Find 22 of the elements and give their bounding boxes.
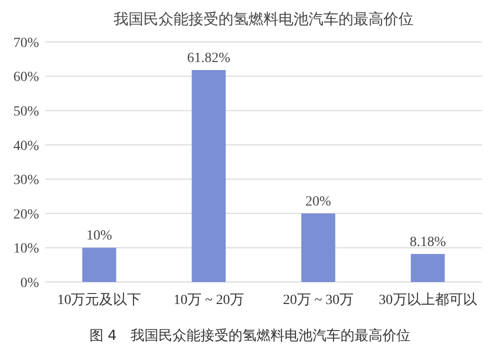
bar [192,70,226,282]
bar [301,213,336,282]
bar [82,248,116,282]
x-tick-label: 20万 ~ 30万 [282,293,354,308]
x-tick-label: 30万以上都可以 [378,292,477,308]
y-tick-label: 40% [13,138,40,154]
x-tick-label: 10万元及以下 [57,292,142,308]
data-label: 61.82% [187,51,231,66]
y-tick-label: 60% [13,70,40,86]
data-label: 10% [86,228,112,244]
y-tick-label: 50% [13,104,40,120]
y-tick-label: 20% [13,207,40,222]
y-tick-label: 70% [13,36,40,51]
x-tick-label: 10万 ~ 20万 [173,293,244,308]
y-tick-label: 10% [13,242,40,257]
data-label: 20% [305,194,332,210]
y-tick-label: 30% [13,173,40,188]
y-tick-label: 0% [20,276,40,291]
chart-title: 我国民众能接受的氢燃料电池汽车的最高价位 [114,11,414,28]
data-label: 8.18% [410,234,446,250]
caption: 图 4 我国民众能接受的氢燃料电池汽车的最高价位 [89,328,411,344]
bar [410,254,445,282]
